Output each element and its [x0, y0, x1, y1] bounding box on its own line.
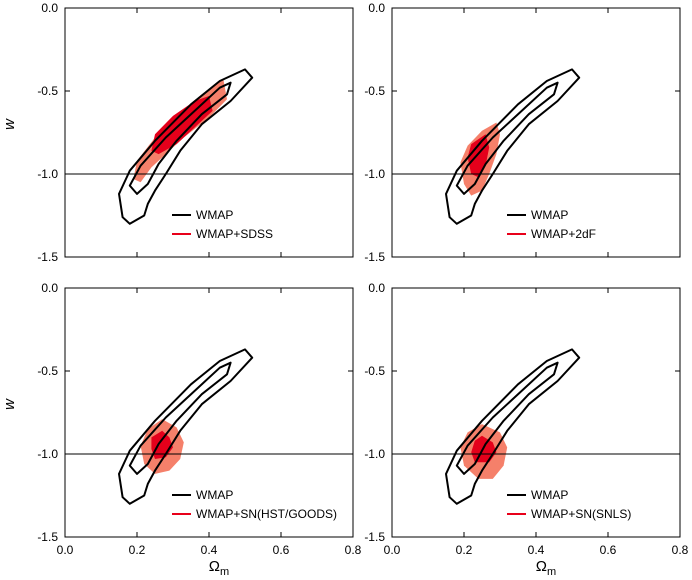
x-tick-label: 0.4	[528, 543, 545, 557]
panel-top-right: 0.0 -0.5 -1.0 -1.5 WMAP WMAP+2dF	[364, 1, 681, 264]
panel-bottom-left: 0.0 0.2 0.4 0.6 0.8 0.0 -0.5 -1.0 -1.5 w Ωm WMAP WMA…	[1, 281, 362, 578]
x-tick-label: 0.2	[129, 543, 146, 557]
y-tick-label: -1.0	[37, 447, 58, 461]
wmap-outer-contour	[118, 348, 254, 505]
x-tick-label: 0.0	[57, 543, 74, 557]
x-tick-label: 0.8	[672, 543, 689, 557]
x-tick-label: 0.0	[384, 543, 401, 557]
plot-area	[392, 68, 680, 225]
y-axis-label: w	[1, 398, 18, 410]
y-tick-label: 0.0	[41, 1, 58, 15]
legend-label-wmap: WMAP	[531, 488, 568, 502]
y-tick-label: -1.5	[364, 250, 385, 264]
wmap-inner-contour	[455, 81, 559, 195]
legend-label-wmap-sdss: WMAP+SDSS	[196, 227, 273, 241]
legend-label-wmap: WMAP	[196, 208, 233, 222]
y-tick-label: -1.5	[37, 250, 58, 264]
y-tick-label: 0.0	[41, 281, 58, 295]
y-tick-label: -0.5	[364, 364, 385, 378]
y-tick-label: 0.0	[368, 1, 385, 15]
y-axis-label: w	[1, 118, 18, 130]
y-tick-label: -1.0	[364, 447, 385, 461]
wmap-sdss-inner-contour-fill	[151, 96, 213, 155]
y-tick-label: -1.5	[364, 530, 385, 544]
panel-top-left: 0.0 -0.5 -1.0 -1.5 w WMAP WMAP+SDSS	[1, 1, 354, 264]
wmap-outer-contour	[445, 68, 581, 225]
x-tick-label: 0.6	[273, 543, 290, 557]
x-axis-label: Ωm	[536, 558, 556, 578]
x-tick-label: 0.2	[456, 543, 473, 557]
legend-label-wmap-sn-hst-goods: WMAP+SN(HST/GOODS)	[196, 507, 337, 521]
legend-label-wmap: WMAP	[531, 208, 568, 222]
plot-area	[65, 348, 353, 505]
plot-area	[392, 348, 680, 505]
x-tick-label: 0.8	[345, 543, 362, 557]
legend-label-wmap: WMAP	[196, 488, 233, 502]
wmap-inner-contour	[455, 361, 559, 475]
y-tick-label: -1.5	[37, 530, 58, 544]
x-tick-label: 0.4	[201, 543, 218, 557]
legend-label-wmap-sn-snls: WMAP+SN(SNLS)	[531, 507, 631, 521]
panel-bottom-right: 0.0 0.2 0.4 0.6 0.8 0.0 -0.5 -1.0 -1.5 Ωm WMAP WMAP…	[364, 281, 688, 578]
wmap-inner-contour	[128, 361, 232, 475]
x-tick-label: 0.6	[600, 543, 617, 557]
y-tick-label: -0.5	[37, 364, 58, 378]
y-tick-label: 0.0	[368, 281, 385, 295]
wmap-outer-contour	[445, 348, 581, 505]
y-tick-label: -0.5	[37, 84, 58, 98]
wmap-inner-contour	[128, 81, 232, 195]
legend-label-wmap-2df: WMAP+2dF	[531, 227, 596, 241]
plot-area	[65, 68, 353, 225]
y-tick-label: -1.0	[364, 167, 385, 181]
x-axis-label: Ωm	[209, 558, 229, 578]
wmap-outer-contour	[118, 68, 254, 225]
y-tick-label: -1.0	[37, 167, 58, 181]
y-tick-label: -0.5	[364, 84, 385, 98]
